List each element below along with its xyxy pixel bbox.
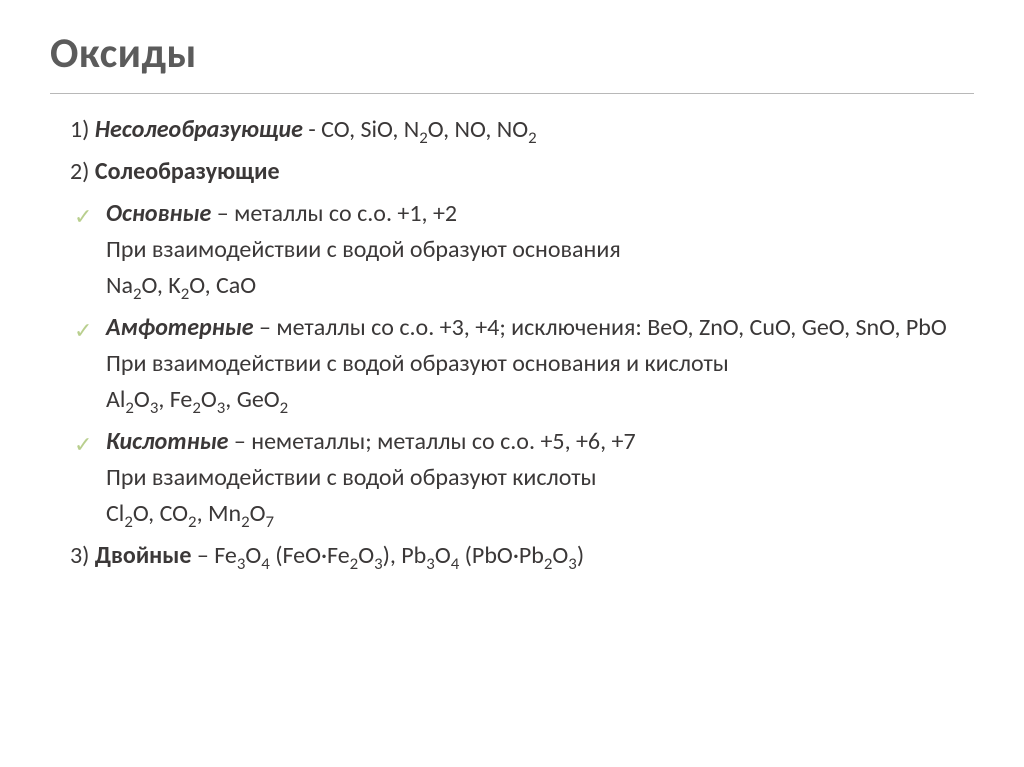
amph-s-3: 2 xyxy=(192,397,201,418)
basic-s-1: 2 xyxy=(133,283,142,304)
item-1-number: 1) xyxy=(70,115,89,144)
i3-s3: 2 xyxy=(350,553,359,574)
item-3: 3) Двойные – Fe3O4 (FeO·Fe2O3), Pb3O4 (P… xyxy=(50,538,974,574)
item-3-label: Двойные xyxy=(95,541,192,570)
item-1-sub-a: 2 xyxy=(419,127,428,148)
acid-f-1: Cl xyxy=(106,499,124,528)
basic-label: Основные xyxy=(106,199,211,228)
amph-f-4: O xyxy=(201,385,217,414)
i3-s6: 4 xyxy=(451,553,460,574)
acid-item: ✓ Кислотные – неметаллы; металлы со с.о.… xyxy=(50,424,974,532)
title-divider xyxy=(50,93,974,94)
acid-f-4: O xyxy=(250,499,266,528)
amph-line2: При взаимодействии с водой образуют осно… xyxy=(106,349,729,378)
acid-desc: – неметаллы; металлы со с.о. +5, +6, +7 xyxy=(228,427,635,456)
amph-s-4: 3 xyxy=(217,397,226,418)
basic-desc: – металлы со с.о. +1, +2 xyxy=(211,199,457,228)
item-1-text-b: O, NO, NO xyxy=(428,115,528,144)
acid-label: Кислотные xyxy=(106,427,228,456)
i3-p2: O xyxy=(245,541,261,570)
acid-s-3: 2 xyxy=(241,511,250,532)
i3-p1: – Fe xyxy=(191,541,236,570)
amph-f-2: O xyxy=(134,385,150,414)
i3-p8: O xyxy=(552,541,568,570)
i3-p7: (PbO·Pb xyxy=(459,541,544,570)
amph-f-3: , Fe xyxy=(158,385,192,414)
i3-s4: 3 xyxy=(374,553,383,574)
acid-s-1: 2 xyxy=(124,511,133,532)
basic-item: ✓ Основные – металлы со с.о. +1, +2 При … xyxy=(50,196,974,304)
item-3-number: 3) xyxy=(70,541,89,570)
i3-p5: ), Pb xyxy=(383,541,427,570)
item-2: 2) Солеобразующие xyxy=(50,154,974,190)
amph-s-1: 2 xyxy=(125,397,134,418)
i3-p3: (FeO·Fe xyxy=(270,541,350,570)
amph-f-5: , GeO xyxy=(225,385,279,414)
amph-f-1: Al xyxy=(106,385,125,414)
i3-p9: ) xyxy=(577,541,584,570)
basic-s-2: 2 xyxy=(181,283,190,304)
item-2-label: Солеобразующие xyxy=(95,157,280,186)
check-icon: ✓ xyxy=(74,200,92,233)
amph-label: Амфотерные xyxy=(106,313,254,342)
slide-title: Оксиды xyxy=(50,28,974,79)
item-1-sub-b: 2 xyxy=(528,127,537,148)
check-icon: ✓ xyxy=(74,314,92,347)
acid-s-2: 2 xyxy=(188,511,197,532)
amph-desc: – металлы со с.о. +3, +4; исключения: Be… xyxy=(254,313,947,342)
basic-f-2: O, K xyxy=(142,271,181,300)
acid-f-2: O, CO xyxy=(133,499,188,528)
item-1-label: Несолеобразующие xyxy=(95,115,303,144)
amph-s-5: 2 xyxy=(280,397,289,418)
item-1-text-a: - CO, SiO, N xyxy=(303,115,419,144)
i3-p4: O xyxy=(358,541,374,570)
i3-s8: 3 xyxy=(568,553,577,574)
i3-p6: O xyxy=(435,541,451,570)
item-2-number: 2) xyxy=(70,157,89,186)
acid-f-3: , Mn xyxy=(197,499,242,528)
acid-line2: При взаимодействии с водой образуют кисл… xyxy=(106,463,597,492)
i3-s2: 4 xyxy=(261,553,270,574)
basic-line2: При взаимодействии с водой образуют осно… xyxy=(106,235,621,264)
amph-item: ✓ Амфотерные – металлы со с.о. +3, +4; и… xyxy=(50,310,974,418)
item-1: 1) Несолеобразующие - CO, SiO, N2O, NO, … xyxy=(50,112,974,148)
acid-s-4: 7 xyxy=(266,511,275,532)
basic-f-1: Na xyxy=(106,271,133,300)
i3-s5: 3 xyxy=(426,553,435,574)
basic-f-3: O, CaO xyxy=(189,271,256,300)
check-icon: ✓ xyxy=(74,428,92,461)
